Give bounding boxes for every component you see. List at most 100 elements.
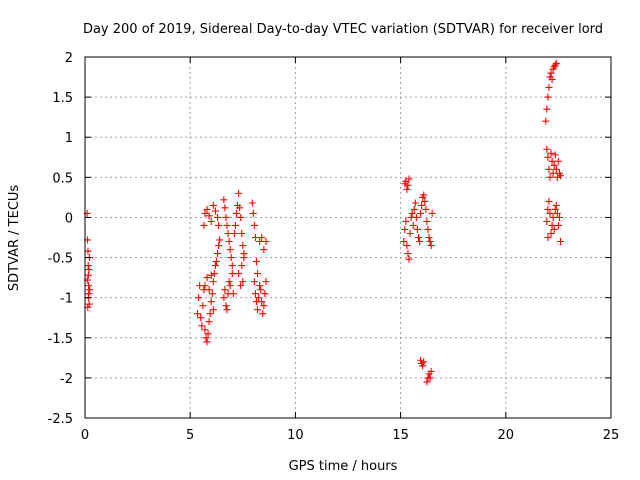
data-point [406,229,414,237]
data-point [546,173,554,181]
data-point [85,266,93,274]
data-point [226,246,234,254]
data-point [402,217,410,225]
data-point [84,262,92,270]
data-point [84,247,92,255]
data-point [202,334,210,342]
y-tick-label: -2 [60,372,73,387]
data-point [416,238,424,246]
data-point [554,221,562,229]
data-point [544,234,552,241]
x-tick-label: 20 [498,428,515,443]
data-point [543,217,551,225]
data-point [205,286,213,294]
data-point [549,213,557,221]
data-point [549,169,557,177]
data-point [85,282,93,290]
data-point [200,221,208,229]
data-point [403,185,411,193]
chart-title: Day 200 of 2019, Sidereal Day-to-day VTE… [83,22,603,37]
data-point [224,229,232,237]
y-tick-label: -0.5 [48,252,73,267]
data-point [201,209,209,217]
data-point [258,234,266,241]
data-point [215,221,223,229]
data-point [220,196,228,204]
data-point [206,310,214,318]
data-point [250,221,258,229]
data-point [210,270,218,278]
data-point [250,278,258,286]
data-point [205,212,213,220]
data-point [417,356,425,364]
data-point [260,246,268,254]
data-point [215,242,223,250]
data-point [401,225,409,233]
data-point [207,217,215,225]
data-point [240,250,248,258]
y-tick-label: 1 [65,131,73,146]
data-point [228,262,236,270]
data-point [238,229,246,237]
data-point [254,270,262,278]
x-axis-label: GPS time / hours [289,459,398,474]
data-point [426,374,434,382]
data-point [251,290,259,298]
y-tick-label: -1.5 [48,332,73,347]
data-point [412,213,420,221]
data-point [256,238,264,246]
data-point [410,205,418,213]
data-point [423,217,431,225]
data-point [550,161,558,169]
data-point [225,278,233,286]
data-point [204,330,212,338]
data-point [403,242,411,250]
y-tick-label: 2 [65,51,73,66]
data-point [544,205,552,213]
data-point [425,234,433,241]
y-tick-label: 0.5 [52,171,73,186]
data-point [417,209,425,217]
data-point [545,197,553,205]
data-point [420,191,428,199]
data-point [209,306,217,314]
data-point [208,290,216,298]
data-point [213,258,220,266]
data-point [226,282,234,290]
data-point [238,262,246,270]
data-point [545,165,553,173]
x-tick-label: 0 [81,428,89,443]
data-point [203,338,211,346]
data-point [423,378,431,386]
data-point [225,238,233,246]
data-point [236,204,244,212]
data-point [555,213,563,221]
data-point [221,286,229,294]
data-point [231,221,239,229]
data-point [222,213,230,221]
data-point [551,61,559,69]
data-point [428,209,436,217]
data-point [201,282,209,290]
data-point [237,213,245,221]
data-point [251,234,259,241]
data-point [551,151,559,159]
data-point [424,225,432,233]
data-point [229,290,237,298]
data-point [239,278,247,286]
data-point [408,209,416,217]
data-point [400,238,408,246]
data-point [209,201,217,209]
data-point [427,367,435,375]
data-point [249,209,257,217]
data-point [544,93,552,101]
data-point [552,59,560,67]
data-point [237,282,245,290]
data-point [547,229,555,237]
data-point [260,302,268,310]
data-point [557,172,565,180]
data-point [223,306,231,314]
y-tick-label: 1.5 [52,91,73,106]
data-point [209,278,217,286]
data-point [201,326,209,334]
